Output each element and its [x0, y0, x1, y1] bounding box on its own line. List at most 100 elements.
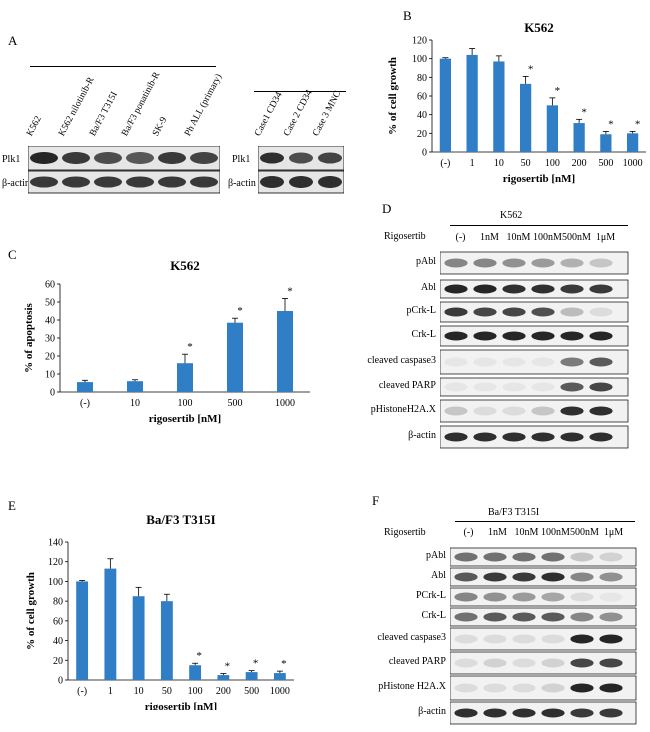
blot-a-row-plk1: Plk1 [2, 154, 21, 165]
band [502, 432, 526, 442]
y-tick-label: 60 [45, 280, 55, 291]
band [599, 592, 623, 602]
band [502, 406, 526, 416]
blot-row-label: cleaved PARP [388, 656, 446, 667]
band [30, 152, 58, 164]
x-tick-label: 500 [598, 158, 613, 169]
blot-row-label: Crk-L [421, 610, 446, 621]
band [599, 634, 623, 644]
band [454, 683, 478, 693]
band [444, 284, 468, 294]
band [531, 284, 555, 294]
condition-label: 100nM [533, 232, 562, 243]
y-tick-label: 10 [45, 370, 55, 381]
lane-label: Case 3 MNC [311, 89, 344, 138]
band [570, 572, 594, 582]
band [570, 592, 594, 602]
significance-star: * [196, 650, 202, 662]
panel-label-a: A [8, 33, 18, 48]
band [599, 612, 623, 622]
band [318, 152, 342, 164]
condition-label: 1nM [488, 527, 507, 538]
band [541, 658, 565, 668]
blot-strip [450, 587, 637, 607]
y-tick-label: 60 [53, 616, 63, 627]
band [483, 552, 507, 562]
bar [277, 311, 293, 392]
x-tick-label: 10 [134, 686, 144, 697]
y-axis-label: % of cell growth [25, 572, 37, 650]
band [444, 258, 468, 268]
band [541, 592, 565, 602]
chart-e: Ba/F3 T315I 0 20 40 60 80 100 120 140 (-) 1 10 50 * 10… [25, 512, 294, 710]
band [560, 432, 584, 442]
band [444, 307, 468, 317]
band [512, 658, 536, 668]
band [570, 658, 594, 668]
bar [439, 58, 451, 152]
blot-d-cell-line: K562 [500, 210, 523, 221]
band [454, 658, 478, 668]
band [560, 382, 584, 392]
x-tick-label: 100 [178, 398, 193, 409]
significance-star: * [608, 118, 614, 130]
y-tick-label: 50 [45, 298, 55, 309]
y-axis-label: % of apoptosis [23, 302, 35, 372]
band [531, 406, 555, 416]
blot-row-label: β-actin [418, 706, 446, 717]
bar [76, 581, 89, 680]
bar [77, 382, 93, 392]
x-tick-label: (-) [77, 686, 87, 697]
band [541, 708, 565, 718]
band [589, 284, 613, 294]
band [158, 176, 186, 188]
band [483, 658, 507, 668]
blot-strip [440, 377, 629, 397]
y-tick-label: 80 [53, 597, 63, 608]
condition-label: 500nM [562, 232, 591, 243]
x-tick-label: 100 [545, 158, 560, 169]
band [473, 406, 497, 416]
band [483, 708, 507, 718]
panel-label-b: B [403, 8, 412, 23]
band [512, 592, 536, 602]
x-tick-label: (-) [80, 398, 90, 409]
blot-row-label: PCrk-L [416, 590, 446, 601]
blot-f-cell-line: Ba/F3 T315I [488, 507, 540, 518]
y-tick-label: 140 [48, 538, 63, 549]
blot-a2-row-bactin: β-actin [228, 178, 256, 189]
bar [132, 596, 145, 680]
blot-row-label: Crk-L [411, 329, 436, 340]
blot-row-label: pCrk-L [406, 305, 436, 316]
band [473, 331, 497, 341]
band [560, 406, 584, 416]
bar [160, 601, 173, 680]
band [473, 357, 497, 367]
band [541, 572, 565, 582]
band [589, 406, 613, 416]
x-tick-label: 200 [216, 686, 231, 697]
x-tick-label: 1000 [623, 158, 643, 169]
band [483, 612, 507, 622]
band [473, 382, 497, 392]
x-tick-label: 1 [108, 686, 113, 697]
blot-strip [450, 651, 637, 675]
bar [466, 54, 478, 152]
bar [493, 61, 505, 152]
band [560, 307, 584, 317]
band [599, 658, 623, 668]
band [570, 708, 594, 718]
x-tick-label: 50 [521, 158, 531, 169]
band [444, 331, 468, 341]
band [560, 258, 584, 268]
y-tick-label: 0 [58, 676, 63, 687]
chart-title: K562 [170, 258, 200, 273]
blot-row-label: cleaved caspase3 [377, 632, 446, 643]
y-tick-label: 40 [45, 316, 55, 327]
y-tick-label: 40 [417, 110, 427, 121]
blot-row-label: pHistoneH2A.X [370, 404, 436, 415]
band [570, 612, 594, 622]
band [454, 708, 478, 718]
band [483, 572, 507, 582]
blot-row-label: pHistone H2A.X [378, 681, 446, 692]
